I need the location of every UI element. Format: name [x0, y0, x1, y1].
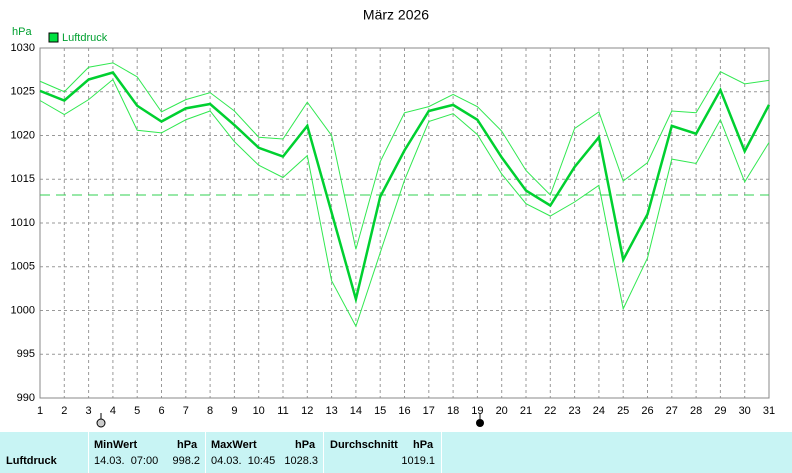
- x-tick-label: 27: [666, 405, 678, 417]
- x-tick-label: 19: [471, 405, 483, 417]
- x-tick-label: 1: [37, 405, 43, 417]
- x-tick-label: 4: [110, 405, 116, 417]
- col-unit: hPa: [413, 439, 434, 451]
- x-tick-label: 21: [520, 405, 532, 417]
- col-time: 14.03. 07:00: [94, 455, 159, 467]
- col-unit: hPa: [177, 439, 198, 451]
- y-tick-label: 1010: [11, 217, 35, 229]
- col-value: 1028.3: [284, 455, 318, 467]
- col-title: MaxWert: [211, 439, 257, 451]
- x-tick-label: 31: [763, 405, 775, 417]
- x-tick-label: 8: [207, 405, 213, 417]
- x-tick-label: 6: [158, 405, 164, 417]
- y-tick-label: 1030: [11, 42, 35, 54]
- y-tick-label: 990: [17, 392, 35, 404]
- col-time: 04.03. 10:45: [211, 455, 276, 467]
- x-tick-label: 2: [61, 405, 67, 417]
- x-tick-label: 26: [641, 405, 653, 417]
- chart: März 2026 hPa Luftdruck 990 995 1000 1005 10…: [11, 7, 775, 428]
- col-value: 998.2: [172, 455, 200, 467]
- x-tick-label: 11: [277, 405, 288, 417]
- col-title: Durchschnitt: [330, 439, 398, 451]
- x-tick-label: 18: [447, 405, 459, 417]
- x-tick-label: 16: [398, 405, 410, 417]
- x-tick-label: 23: [568, 405, 580, 417]
- y-tick-label: 1000: [11, 304, 35, 316]
- x-tick-label: 30: [739, 405, 751, 417]
- row-label: Luftdruck: [6, 455, 57, 467]
- x-tick-label: 12: [301, 405, 313, 417]
- col-unit: hPa: [295, 439, 316, 451]
- legend-swatch: [48, 32, 59, 43]
- legend-label: Luftdruck: [62, 32, 108, 44]
- x-tick-label: 20: [496, 405, 508, 417]
- y-tick-label: 1020: [11, 129, 35, 141]
- x-tick-label: 14: [350, 405, 362, 417]
- x-tick-label: 13: [325, 405, 337, 417]
- y-unit: hPa: [12, 26, 32, 38]
- x-tick-label: 3: [86, 405, 92, 417]
- y-tick-label: 1005: [11, 261, 35, 273]
- series-line: [39, 71, 771, 305]
- y-tick-label: 1015: [11, 173, 35, 185]
- x-tick-label: 22: [544, 405, 556, 417]
- col-title: MinWert: [94, 439, 138, 451]
- x-tick-label: 9: [231, 405, 237, 417]
- x-tick-label: 5: [134, 405, 140, 417]
- x-tick-label: 10: [253, 405, 265, 417]
- min-marker: [96, 418, 106, 428]
- x-tick-label: 17: [423, 405, 435, 417]
- x-tick-label: 29: [714, 405, 726, 417]
- plot-frame: [39, 47, 770, 399]
- summary-bar: Luftdruck MinWert hPa 14.03. 07:00 998.2…: [0, 432, 792, 473]
- y-tick-label: 1025: [11, 86, 35, 98]
- x-tick-label: 25: [617, 405, 629, 417]
- max-marker: [476, 419, 484, 427]
- chart-title: März 2026: [363, 7, 429, 23]
- col-value: 1019.1: [401, 455, 435, 467]
- x-tick-label: 15: [374, 405, 386, 417]
- series-line: [39, 78, 770, 328]
- series-line: [39, 62, 770, 250]
- x-tick-label: 7: [183, 405, 189, 417]
- x-tick-label: 24: [593, 405, 605, 417]
- x-tick-label: 28: [690, 405, 702, 417]
- y-tick-label: 995: [17, 348, 35, 360]
